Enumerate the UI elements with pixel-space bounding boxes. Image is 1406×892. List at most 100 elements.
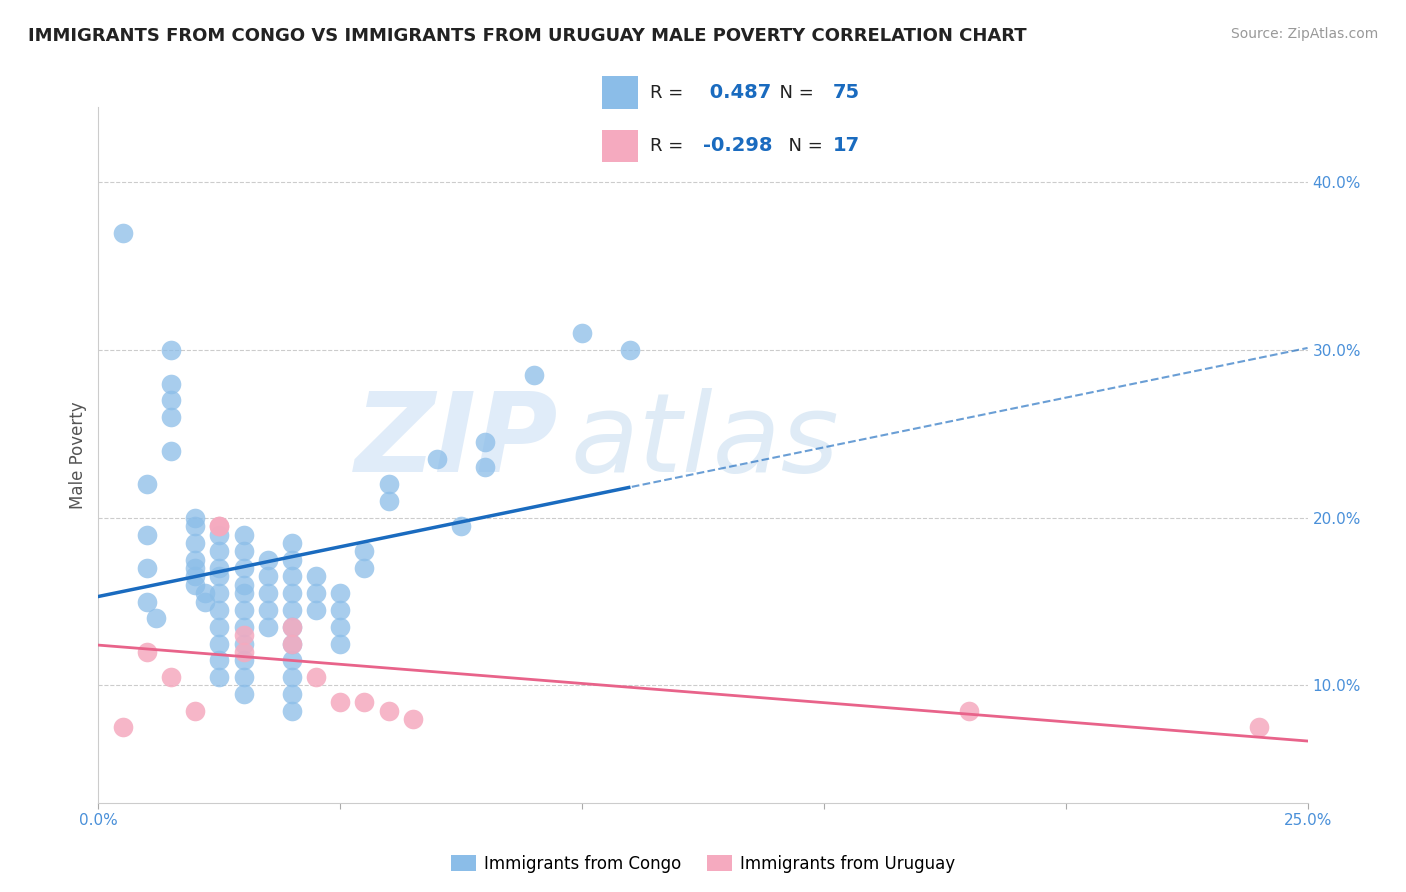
Point: [353, 695, 375, 709]
Point: [232, 653, 254, 667]
Point: [256, 586, 278, 600]
Point: [353, 544, 375, 558]
Point: [184, 519, 207, 533]
Point: [145, 611, 167, 625]
Point: [160, 443, 183, 458]
Text: IMMIGRANTS FROM CONGO VS IMMIGRANTS FROM URUGUAY MALE POVERTY CORRELATION CHART: IMMIGRANTS FROM CONGO VS IMMIGRANTS FROM…: [28, 27, 1026, 45]
Point: [377, 704, 399, 718]
Point: [135, 594, 157, 608]
Point: [353, 561, 375, 575]
Point: [281, 670, 304, 684]
Point: [208, 586, 231, 600]
Point: [281, 603, 304, 617]
Point: [194, 594, 217, 608]
Point: [281, 687, 304, 701]
Point: [184, 704, 207, 718]
Point: [184, 510, 207, 524]
Point: [184, 578, 207, 592]
Point: [160, 376, 183, 391]
Point: [281, 536, 304, 550]
Text: ZIP: ZIP: [354, 387, 558, 494]
Text: N =: N =: [776, 137, 828, 155]
Point: [184, 536, 207, 550]
Text: -0.298: -0.298: [703, 136, 772, 155]
Point: [232, 628, 254, 642]
Point: [232, 603, 254, 617]
Point: [329, 620, 352, 634]
Point: [305, 569, 328, 583]
Point: [111, 720, 134, 734]
Point: [135, 527, 157, 541]
Point: [135, 645, 157, 659]
Point: [957, 704, 980, 718]
Point: [135, 561, 157, 575]
Point: [232, 544, 254, 558]
Point: [184, 552, 207, 566]
Point: [281, 653, 304, 667]
Point: [329, 636, 352, 650]
Point: [208, 561, 231, 575]
Point: [208, 519, 231, 533]
Point: [281, 552, 304, 566]
Legend: Immigrants from Congo, Immigrants from Uruguay: Immigrants from Congo, Immigrants from U…: [444, 848, 962, 880]
Point: [160, 343, 183, 358]
Point: [377, 494, 399, 508]
Point: [135, 477, 157, 491]
Text: 17: 17: [832, 136, 859, 155]
Point: [571, 326, 593, 341]
Point: [450, 519, 472, 533]
Point: [474, 460, 496, 475]
Text: 0.487: 0.487: [703, 83, 770, 102]
Point: [256, 552, 278, 566]
Text: R =: R =: [650, 137, 689, 155]
Point: [232, 561, 254, 575]
Point: [256, 603, 278, 617]
Point: [232, 527, 254, 541]
Point: [256, 620, 278, 634]
Bar: [602, 77, 638, 109]
Point: [377, 477, 399, 491]
Point: [232, 578, 254, 592]
Point: [232, 645, 254, 659]
Point: [281, 586, 304, 600]
Text: 75: 75: [832, 83, 859, 102]
Point: [281, 620, 304, 634]
Point: [281, 636, 304, 650]
Point: [208, 620, 231, 634]
Point: [208, 544, 231, 558]
Point: [281, 704, 304, 718]
Point: [305, 586, 328, 600]
Point: [281, 620, 304, 634]
Point: [208, 670, 231, 684]
Text: R =: R =: [650, 84, 689, 102]
Point: [329, 695, 352, 709]
Point: [305, 670, 328, 684]
Point: [208, 519, 231, 533]
Point: [426, 452, 449, 467]
Point: [474, 435, 496, 450]
Point: [329, 603, 352, 617]
Point: [1249, 720, 1271, 734]
Bar: [602, 129, 638, 162]
Point: [160, 393, 183, 408]
Point: [232, 620, 254, 634]
Point: [232, 670, 254, 684]
Point: [208, 653, 231, 667]
Point: [402, 712, 425, 726]
Point: [232, 687, 254, 701]
Point: [208, 603, 231, 617]
Point: [523, 368, 546, 383]
Point: [184, 561, 207, 575]
Y-axis label: Male Poverty: Male Poverty: [69, 401, 87, 508]
Point: [329, 586, 352, 600]
Point: [232, 636, 254, 650]
Point: [619, 343, 641, 358]
Point: [160, 410, 183, 425]
Text: atlas: atlas: [569, 387, 838, 494]
Point: [184, 569, 207, 583]
Point: [160, 670, 183, 684]
Point: [305, 603, 328, 617]
Point: [281, 569, 304, 583]
Point: [256, 569, 278, 583]
Text: Source: ZipAtlas.com: Source: ZipAtlas.com: [1230, 27, 1378, 41]
